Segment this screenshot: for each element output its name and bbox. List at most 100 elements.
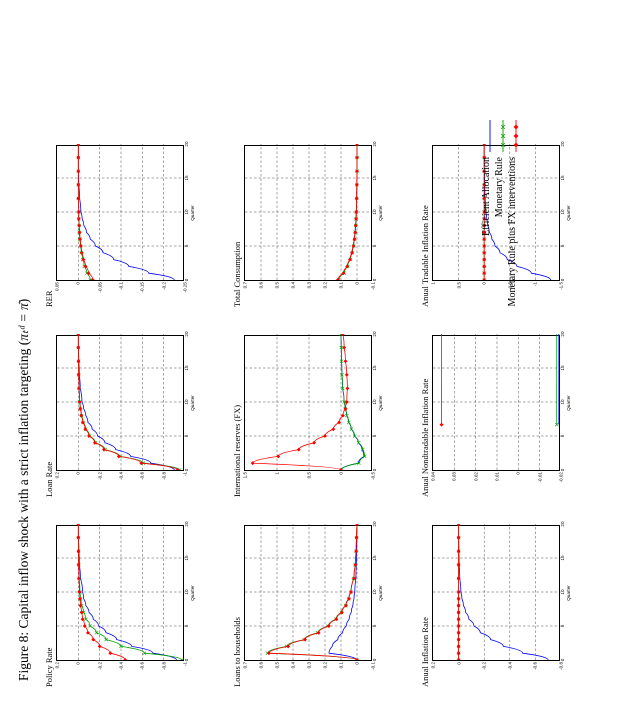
y-axis-tick-label: 0.2: [54, 472, 60, 479]
y-axis-tick-label: -1: [532, 282, 538, 287]
y-axis-tick-label: 0: [75, 282, 81, 285]
y-axis-tick-label: 0.5: [306, 472, 312, 479]
y-axis-tick-label: -0.2: [97, 472, 103, 480]
chart-title: Total Consumption: [232, 241, 242, 307]
chart-panel: Anual Tradable Inflation Rate 1 0.5 0 -0.5 -1…: [420, 137, 588, 307]
x-axis-label: Quarter: [378, 585, 383, 601]
y-axis-tick-label: 1.5: [242, 472, 248, 479]
y-axis-tick-label: -0.1: [370, 282, 376, 290]
chart-title: Anual Tradable Inflation Rate: [420, 205, 430, 307]
x-axis-label: Quarter: [190, 585, 195, 601]
y-axis-tick-label: -0.1: [370, 662, 376, 670]
chart-title: International reserves (FX): [232, 404, 242, 497]
panel-grid: Policy Rate 0.2 0 -0.2 -0.4 -0.6 -0.8 -1 0 5 10 15 2…: [44, 127, 604, 687]
y-axis-tick-label: 0.7: [242, 282, 248, 289]
y-axis-tick-label: -0.15: [139, 282, 145, 293]
y-axis-tick-label: 0.3: [306, 282, 312, 289]
y-axis-tick-label: -0.2: [161, 282, 167, 290]
y-axis-tick-label: 0.7: [242, 662, 248, 669]
plot-area: 0.05 0 -0.05 -0.1 -0.15 -0.2 -0.25 0 5 10 15 20 Quar…: [55, 141, 196, 292]
y-axis-tick-label: 0.4: [290, 282, 296, 289]
chart-title: Anual Inflation Rate: [420, 617, 430, 687]
caption-prefix: Figure 8: Capital inflow shock with a st…: [16, 340, 31, 681]
y-axis-tick-label: 0.2: [322, 662, 328, 669]
legend-label: Monetary Rule: [494, 157, 505, 218]
y-axis-tick-label: -0.1: [118, 282, 124, 290]
x-axis-label: Quarter: [566, 585, 571, 601]
y-axis-tick-label: -0.8: [558, 662, 564, 670]
plot-area: 0.2 0 -0.2 -0.4 -0.6 -0.8 -1 0 5 10 15 20 Quarter: [55, 331, 196, 479]
y-axis-tick-label: 0.04: [430, 472, 436, 481]
y-axis-tick-label: 1: [430, 282, 436, 285]
y-axis-tick-label: -0.5: [370, 472, 376, 480]
y-axis-tick-label: -1.5: [558, 282, 564, 290]
legend-label: Monetary Rule plus FX interventions: [507, 157, 518, 307]
caption-math: πₜᵈ = π̄: [16, 303, 31, 341]
y-axis-tick-label: 0.5: [274, 662, 280, 669]
y-axis-tick-label: 0: [75, 662, 81, 665]
plot-area: 0.04 0.03 0.02 0.01 0 -0.01 -0.02 0 5 10 15 20 Quart…: [431, 331, 572, 482]
y-axis-tick-label: 0.2: [54, 662, 60, 669]
plot-area: 1 0.5 0 -0.5 -1 -1.5 0 5 10 15 20 Quarter: [431, 141, 572, 289]
y-axis-tick-label: -0.2: [97, 662, 103, 670]
y-axis-tick-label: 0: [456, 662, 462, 665]
plot-area: 0.2 0 -0.2 -0.4 -0.6 -0.8 0 5 10 15 20 Quarter: [431, 521, 572, 669]
y-axis-tick-label: -0.4: [507, 662, 513, 670]
plot-area: 1.5 1 0.5 0 -0.5 0 5 10 15 20 Quarter: [243, 331, 384, 479]
legend-swatch: [508, 119, 519, 153]
chart-panel: Anual Inflation Rate 0.2 0 -0.2 -0.4 -0.6 -0.8…: [420, 517, 588, 687]
x-axis-label: Quarter: [566, 395, 571, 411]
chart-title: Loan Rate: [44, 461, 54, 497]
y-axis-tick-label: 0.02: [473, 472, 479, 481]
y-axis-tick-label: 0.3: [306, 662, 312, 669]
y-axis-tick-label: -0.8: [161, 662, 167, 670]
y-axis-tick-label: 0: [338, 472, 344, 475]
y-axis-tick-label: 0.5: [456, 282, 462, 289]
legend-entry: Monetary Rule plus FX interventions: [506, 119, 519, 329]
y-axis-tick-label: -0.05: [97, 282, 103, 293]
legend-swatch: [482, 119, 492, 153]
y-axis-tick-label: -0.25: [182, 282, 188, 293]
y-axis-tick-label: 0: [354, 282, 360, 285]
y-axis-tick-label: 0.1: [338, 282, 344, 289]
x-axis-label: Quarter: [190, 205, 195, 221]
y-axis-tick-label: -0.4: [118, 662, 124, 670]
chart-panel: International reserves (FX) 1.5 1 0.5 0 -0.5 0…: [232, 327, 400, 497]
y-axis-tick-label: 0.6: [258, 662, 264, 669]
chart-panel: Anual Nondtradable Inflation Rate 0.04 0.0…: [420, 327, 588, 497]
chart-panel: Loan Rate 0.2 0 -0.2 -0.4 -0.6 -0.8 -1 0 5 10 15 20 Q…: [44, 327, 212, 497]
legend-swatch: [495, 119, 505, 153]
y-axis-tick-label: -0.6: [139, 662, 145, 670]
legend-entry: Monetary Rule: [493, 119, 506, 329]
x-axis-label: Quarter: [566, 205, 571, 221]
x-axis-label: Quarter: [190, 395, 195, 411]
caption-suffix: ): [16, 298, 31, 304]
plot-area: 0.7 0.6 0.5 0.4 0.3 0.2 0.1 0 -0.1 0 5 10 15 20 Quarte…: [243, 521, 384, 669]
plot-area: 0.2 0 -0.2 -0.4 -0.6 -0.8 -1 0 5 10 15 20 Quarter: [55, 521, 196, 669]
y-axis-tick-label: 0.1: [338, 662, 344, 669]
chart-panel: Loans to households 0.7 0.6 0.5 0.4 0.3 0.2 0.1…: [232, 517, 400, 687]
legend-label: Efficient Allocation: [481, 157, 492, 236]
y-axis-tick-label: 0.03: [451, 472, 457, 481]
chart-panel: Policy Rate 0.2 0 -0.2 -0.4 -0.6 -0.8 -1 0 5 10 15 2…: [44, 517, 212, 687]
x-axis-label: Quarter: [378, 395, 383, 411]
chart-title: RER: [44, 290, 54, 307]
plot-area: 0.7 0.6 0.5 0.4 0.3 0.2 0.1 0 -0.1 0 5 10 15 20 Quarte…: [243, 141, 384, 289]
y-axis-tick-label: 0.5: [274, 282, 280, 289]
y-axis-tick-label: -0.2: [481, 662, 487, 670]
y-axis-tick-label: -0.6: [139, 472, 145, 480]
y-axis-tick-label: -0.4: [118, 472, 124, 480]
y-axis-tick-label: 1: [274, 472, 280, 475]
figure-legend: Efficient Allocation Monetary Rule Monetar…: [480, 119, 519, 329]
y-axis-tick-label: -0.8: [161, 472, 167, 480]
y-axis-tick-label: 0.4: [290, 662, 296, 669]
y-axis-tick-label: 0: [75, 472, 81, 475]
y-axis-tick-label: 0.01: [494, 472, 500, 481]
y-axis-tick-label: 0: [515, 472, 521, 475]
y-axis-tick-label: 0: [354, 662, 360, 665]
y-axis-tick-label: -0.02: [558, 472, 564, 483]
y-axis-tick-label: 0.05: [54, 282, 60, 291]
y-axis-tick-label: -0.6: [532, 662, 538, 670]
chart-title: Loans to households: [232, 617, 242, 687]
